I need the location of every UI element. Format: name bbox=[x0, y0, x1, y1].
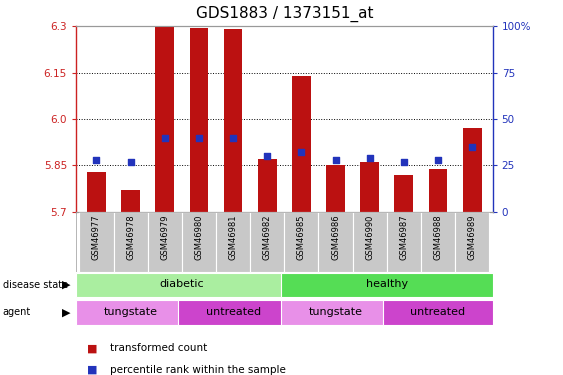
Text: ■: ■ bbox=[87, 343, 98, 353]
Point bbox=[331, 157, 340, 163]
Text: GSM46990: GSM46990 bbox=[365, 215, 374, 260]
Bar bbox=[121, 190, 140, 212]
Bar bbox=[182, 212, 216, 272]
Bar bbox=[395, 175, 413, 212]
Bar bbox=[463, 128, 481, 212]
Text: healthy: healthy bbox=[366, 279, 408, 290]
Bar bbox=[284, 212, 319, 272]
Text: GSM46985: GSM46985 bbox=[297, 215, 306, 260]
Bar bbox=[387, 212, 421, 272]
Bar bbox=[352, 212, 387, 272]
Text: tungstate: tungstate bbox=[104, 307, 158, 316]
Text: GSM46978: GSM46978 bbox=[126, 215, 135, 261]
Bar bbox=[319, 212, 352, 272]
Text: ▶: ▶ bbox=[62, 280, 70, 290]
Point bbox=[126, 159, 135, 165]
Text: ■: ■ bbox=[87, 365, 98, 375]
Text: transformed count: transformed count bbox=[110, 343, 207, 353]
Text: GSM46987: GSM46987 bbox=[399, 215, 408, 261]
Bar bbox=[87, 172, 106, 212]
Text: GSM46988: GSM46988 bbox=[434, 215, 443, 261]
Bar bbox=[155, 26, 174, 212]
Text: agent: agent bbox=[3, 307, 31, 317]
Text: GSM46989: GSM46989 bbox=[468, 215, 477, 260]
Point bbox=[297, 150, 306, 156]
Bar bbox=[383, 300, 493, 325]
Text: GSM46982: GSM46982 bbox=[263, 215, 272, 260]
Bar bbox=[281, 300, 390, 325]
Point bbox=[194, 135, 203, 141]
Bar bbox=[76, 300, 185, 325]
Bar bbox=[455, 212, 489, 272]
Bar bbox=[216, 212, 250, 272]
Point bbox=[263, 153, 272, 159]
Bar bbox=[281, 273, 493, 297]
Bar bbox=[250, 212, 284, 272]
Text: percentile rank within the sample: percentile rank within the sample bbox=[110, 365, 285, 375]
Bar bbox=[114, 212, 148, 272]
Bar bbox=[79, 212, 114, 272]
Bar bbox=[224, 29, 243, 212]
Point bbox=[468, 144, 477, 150]
Text: GSM46986: GSM46986 bbox=[331, 215, 340, 261]
Text: GSM46980: GSM46980 bbox=[194, 215, 203, 260]
Point bbox=[365, 155, 374, 161]
Text: GSM46977: GSM46977 bbox=[92, 215, 101, 261]
Bar bbox=[178, 300, 288, 325]
Text: GSM46981: GSM46981 bbox=[229, 215, 238, 260]
Bar bbox=[76, 273, 288, 297]
Bar bbox=[428, 168, 448, 212]
Bar bbox=[258, 159, 276, 212]
Text: GDS1883 / 1373151_at: GDS1883 / 1373151_at bbox=[195, 6, 373, 22]
Text: untreated: untreated bbox=[410, 307, 466, 316]
Bar bbox=[148, 212, 182, 272]
Bar bbox=[326, 165, 345, 212]
Text: disease state: disease state bbox=[3, 280, 68, 290]
Point bbox=[229, 135, 238, 141]
Text: GSM46979: GSM46979 bbox=[160, 215, 169, 260]
Bar bbox=[421, 212, 455, 272]
Bar bbox=[190, 28, 208, 212]
Text: tungstate: tungstate bbox=[309, 307, 363, 316]
Point bbox=[160, 135, 169, 141]
Bar bbox=[292, 76, 311, 212]
Text: diabetic: diabetic bbox=[159, 279, 204, 290]
Text: untreated: untreated bbox=[205, 307, 261, 316]
Bar bbox=[360, 162, 379, 212]
Text: ▶: ▶ bbox=[62, 307, 70, 317]
Point bbox=[399, 159, 408, 165]
Point bbox=[92, 157, 101, 163]
Point bbox=[434, 157, 443, 163]
